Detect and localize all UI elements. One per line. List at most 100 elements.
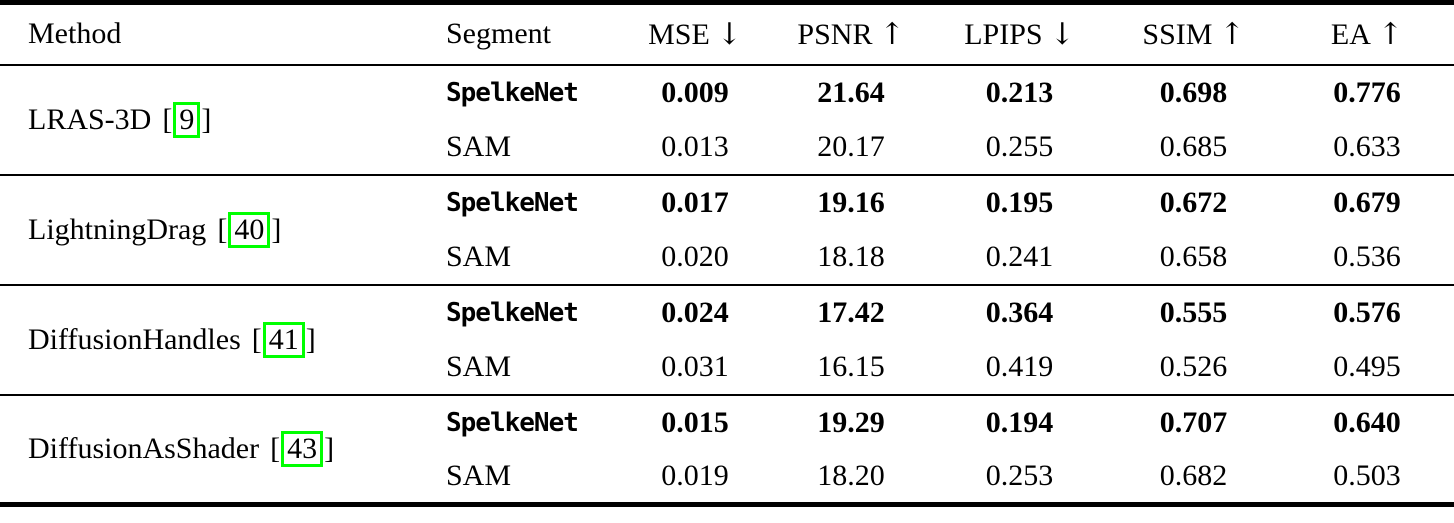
citation: [40] — [216, 211, 282, 248]
table-header: Method Segment MSE ↓ PSNR ↑ LPIPS ↓ SSIM ↑ E… — [0, 3, 1454, 65]
segment-cell: SAM — [446, 239, 512, 273]
method-name: LightningDrag — [28, 212, 207, 246]
metric-value-ssim: 0.555 — [1159, 295, 1228, 329]
metric-value-ea: 0.495 — [1333, 349, 1401, 383]
up-arrow-icon: ↑ — [1377, 16, 1404, 52]
citation-bracket-left: [ — [162, 102, 173, 136]
metric-value-ssim: 0.682 — [1159, 458, 1228, 492]
metric-value-psnr: 19.16 — [817, 185, 885, 219]
header-row: Method Segment MSE ↓ PSNR ↑ LPIPS ↓ SSIM ↑ E… — [0, 3, 1454, 65]
method-group-diffusionasshader: DiffusionAsShader [43] SpelkeNet 0.015 19… — [0, 395, 1454, 505]
citation: [41] — [251, 321, 317, 358]
metric-value-lpips: 0.255 — [985, 129, 1054, 163]
citation-link[interactable]: 9 — [173, 101, 201, 138]
metric-value-lpips: 0.419 — [985, 349, 1054, 383]
segment-cell: SAM — [446, 349, 512, 383]
segment-cell: SpelkeNet — [446, 187, 579, 218]
metric-value-ea: 0.633 — [1333, 129, 1401, 163]
metric-value-psnr: 19.29 — [817, 405, 885, 439]
metric-value-ea: 0.640 — [1333, 405, 1401, 439]
metric-value-lpips: 0.241 — [985, 239, 1054, 273]
segment-cell: SpelkeNet — [446, 407, 579, 438]
table-row: DiffusionHandles [41] SpelkeNet 0.024 17.… — [0, 285, 1454, 358]
table-row: LightningDrag[40] SpelkeNet 0.017 19.16 … — [0, 175, 1454, 248]
up-arrow-icon: ↑ — [1219, 16, 1245, 52]
results-table: Method Segment MSE ↓ PSNR ↑ LPIPS ↓ SSIM ↑ E… — [0, 0, 1454, 507]
table-row: SAM 0.013 20.17 0.255 0.685 0.633 — [0, 120, 1454, 175]
metric-value-ea: 0.503 — [1333, 458, 1401, 492]
method-name: DiffusionHandles — [28, 322, 241, 356]
metric-value-mse: 0.019 — [661, 458, 729, 492]
method-name: DiffusionAsShader — [28, 431, 260, 465]
citation-link[interactable]: 40 — [228, 211, 271, 248]
metric-value-lpips: 0.213 — [985, 75, 1054, 109]
citation-bracket-right: ] — [271, 212, 282, 246]
metric-value-mse: 0.020 — [661, 239, 729, 273]
metric-value-ssim: 0.698 — [1159, 75, 1228, 109]
col-header-ssim: SSIM ↑ — [1107, 3, 1280, 65]
metric-value-ssim: 0.526 — [1159, 349, 1228, 383]
metric-value-ea: 0.576 — [1333, 295, 1401, 329]
up-arrow-icon: ↑ — [879, 16, 905, 52]
col-header-method: Method — [28, 17, 122, 51]
col-header-lpips-label: LPIPS — [964, 17, 1043, 51]
table-row: SAM 0.020 18.18 0.241 0.658 0.536 — [0, 230, 1454, 285]
metric-value-psnr: 21.64 — [817, 75, 885, 109]
table-row: SAM 0.031 16.15 0.419 0.526 0.495 — [0, 340, 1454, 395]
col-header-mse-label: MSE — [648, 17, 710, 51]
citation: [43] — [269, 430, 335, 467]
metric-value-ea: 0.536 — [1333, 239, 1401, 273]
metric-value-lpips: 0.194 — [985, 405, 1054, 439]
down-arrow-icon: ↓ — [716, 16, 742, 52]
metric-value-mse: 0.015 — [661, 405, 729, 439]
citation-bracket-right: ] — [201, 102, 212, 136]
method-group-lras3d: LRAS-3D [9] SpelkeNet 0.009 21.64 0.213 0… — [0, 65, 1454, 175]
metric-value-ssim: 0.672 — [1159, 185, 1228, 219]
metric-value-psnr: 18.18 — [817, 239, 885, 273]
metric-value-lpips: 0.364 — [985, 295, 1054, 329]
metric-value-mse: 0.013 — [661, 129, 729, 163]
metric-value-ssim: 0.685 — [1159, 129, 1228, 163]
citation: [9] — [161, 101, 212, 138]
metric-value-lpips: 0.253 — [985, 458, 1054, 492]
segment-cell: SAM — [446, 129, 512, 163]
citation-link[interactable]: 41 — [262, 321, 305, 358]
table-row: LRAS-3D [9] SpelkeNet 0.009 21.64 0.213 0… — [0, 65, 1454, 138]
metric-value-mse: 0.009 — [661, 75, 729, 109]
segment-cell: SpelkeNet — [446, 77, 579, 108]
citation-bracket-left: [ — [270, 431, 281, 465]
table-row: DiffusionAsShader [43] SpelkeNet 0.015 19… — [0, 395, 1454, 467]
metric-value-ea: 0.679 — [1333, 185, 1401, 219]
metric-value-ssim: 0.707 — [1159, 405, 1228, 439]
table-row: SAM 0.019 18.20 0.253 0.682 0.503 — [0, 450, 1454, 505]
col-header-ssim-label: SSIM — [1142, 17, 1213, 51]
col-header-ea-label: EA — [1330, 17, 1371, 51]
metric-value-lpips: 0.195 — [985, 185, 1054, 219]
segment-cell: SpelkeNet — [446, 297, 579, 328]
citation-link[interactable]: 43 — [281, 430, 324, 467]
metric-value-ssim: 0.658 — [1159, 239, 1228, 273]
down-arrow-icon: ↓ — [1049, 16, 1075, 52]
metric-value-mse: 0.017 — [661, 185, 729, 219]
metric-value-mse: 0.024 — [661, 295, 729, 329]
col-header-ea: EA ↑ — [1280, 3, 1454, 65]
metric-value-mse: 0.031 — [661, 349, 729, 383]
metric-value-psnr: 20.17 — [817, 129, 885, 163]
col-header-mse: MSE ↓ — [620, 3, 770, 65]
citation-bracket-left: [ — [217, 212, 228, 246]
metric-value-psnr: 17.42 — [817, 295, 885, 329]
metric-value-ea: 0.776 — [1333, 75, 1401, 109]
col-header-lpips: LPIPS ↓ — [932, 3, 1107, 65]
metric-value-psnr: 18.20 — [817, 458, 885, 492]
citation-bracket-right: ] — [305, 322, 316, 356]
method-group-lightningdrag: LightningDrag[40] SpelkeNet 0.017 19.16 … — [0, 175, 1454, 285]
method-group-diffusionhandles: DiffusionHandles [41] SpelkeNet 0.024 17.… — [0, 285, 1454, 395]
method-name: LRAS-3D — [28, 102, 152, 136]
col-header-psnr-label: PSNR — [797, 17, 873, 51]
citation-bracket-left: [ — [251, 322, 262, 356]
col-header-segment: Segment — [446, 17, 551, 51]
col-header-psnr: PSNR ↑ — [770, 3, 932, 65]
metric-value-psnr: 16.15 — [817, 349, 885, 383]
segment-cell: SAM — [446, 458, 512, 492]
